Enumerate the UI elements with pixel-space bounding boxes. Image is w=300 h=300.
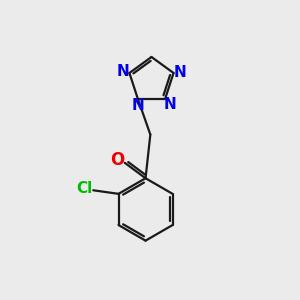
Text: N: N — [164, 97, 177, 112]
Text: N: N — [131, 98, 144, 113]
Text: N: N — [116, 64, 129, 79]
Text: Cl: Cl — [76, 181, 92, 196]
Text: N: N — [174, 65, 186, 80]
Text: O: O — [110, 152, 124, 169]
